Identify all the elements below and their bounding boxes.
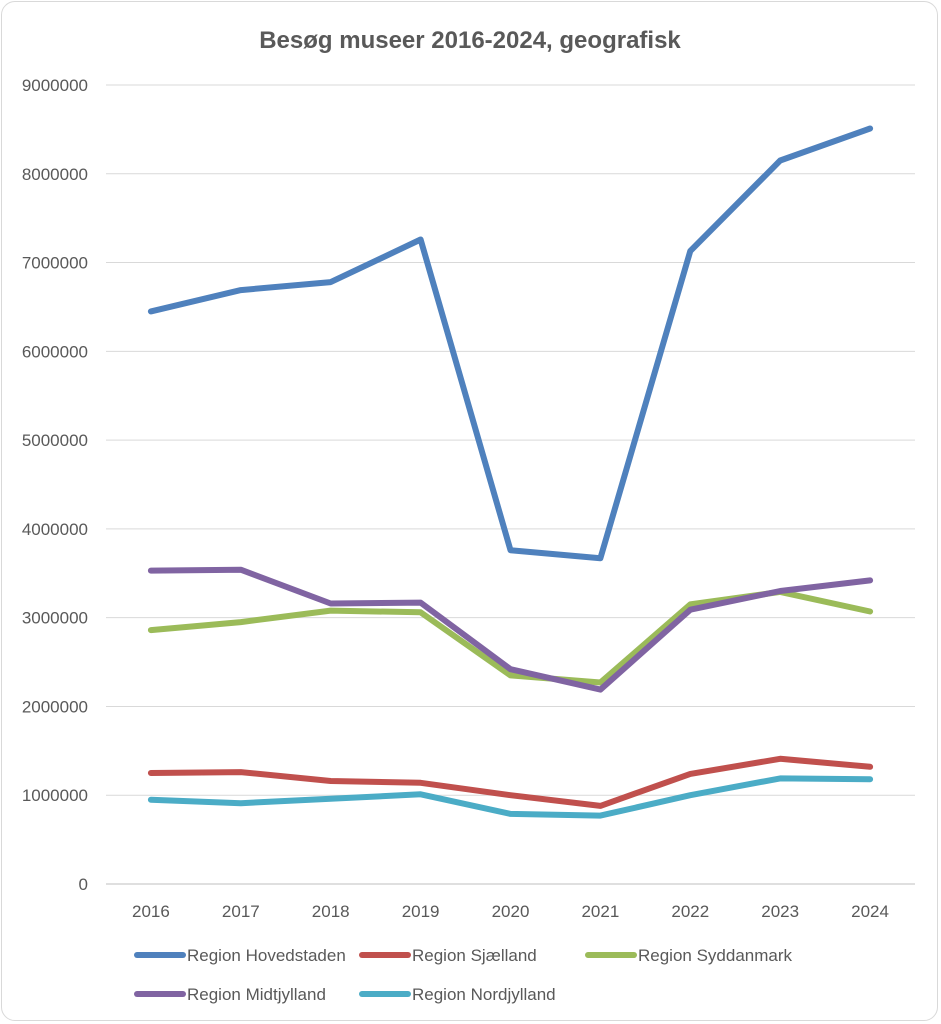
- x-tick-label: 2019: [402, 902, 440, 921]
- y-tick-label: 7000000: [22, 254, 88, 273]
- chart-title: Besøg museer 2016-2024, geografisk: [259, 27, 681, 54]
- series-line-region-hovedstaden: [147, 125, 874, 562]
- legend-item: Region Syddanmark: [585, 946, 793, 965]
- legend-item: Region Nordjylland: [359, 985, 556, 1004]
- y-tick-label: 1000000: [22, 786, 88, 805]
- legend: Region Hovedstaden Region Sjælland Region …: [134, 946, 793, 1004]
- x-axis-ticks: 2016 2017 2018 2019 2020 2021 2022 2023 2024: [132, 902, 889, 921]
- y-tick-label: 6000000: [22, 342, 88, 361]
- legend-label: Region Sjælland: [412, 946, 537, 965]
- y-tick-label: 9000000: [22, 76, 88, 95]
- gridlines: [106, 84, 915, 885]
- legend-label: Region Hovedstaden: [187, 946, 346, 965]
- x-tick-label: 2016: [132, 902, 170, 921]
- y-tick-label: 5000000: [22, 431, 88, 450]
- legend-item: Region Hovedstaden: [134, 946, 346, 965]
- series-line-region-sj-lland: [147, 755, 874, 809]
- x-tick-label: 2021: [581, 902, 619, 921]
- legend-label: Region Nordjylland: [412, 985, 556, 1004]
- y-tick-label: 8000000: [22, 165, 88, 184]
- y-tick-label: 0: [79, 875, 88, 894]
- legend-label: Region Syddanmark: [638, 946, 793, 965]
- x-tick-label: 2018: [312, 902, 350, 921]
- series-line-region-midtjylland: [147, 566, 874, 693]
- legend-label: Region Midtjylland: [187, 985, 326, 1004]
- legend-item: Region Sjælland: [359, 946, 537, 965]
- x-tick-label: 2017: [222, 902, 260, 921]
- x-tick-label: 2024: [851, 902, 889, 921]
- y-tick-label: 4000000: [22, 520, 88, 539]
- series-lines: [147, 125, 874, 819]
- x-tick-label: 2020: [492, 902, 530, 921]
- y-tick-label: 3000000: [22, 609, 88, 628]
- y-axis-ticks: 0 1000000 2000000 3000000 4000000 5000000 6000…: [22, 76, 88, 894]
- series-line-region-nordjylland: [147, 775, 874, 819]
- x-tick-label: 2023: [761, 902, 799, 921]
- y-tick-label: 2000000: [22, 697, 88, 716]
- x-tick-label: 2022: [671, 902, 709, 921]
- legend-item: Region Midtjylland: [134, 985, 326, 1004]
